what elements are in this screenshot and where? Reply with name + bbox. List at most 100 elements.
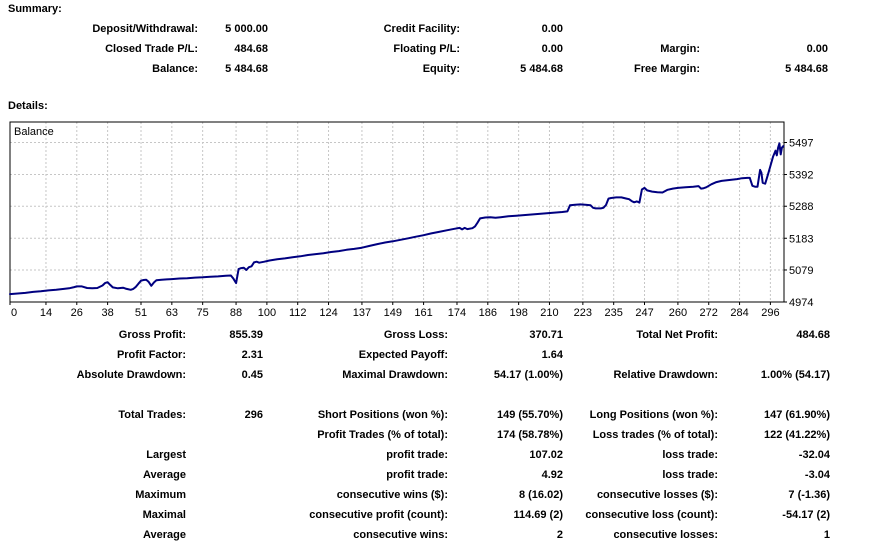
- y-tick-label: 5079: [789, 265, 813, 277]
- x-tick-label: 235: [605, 307, 623, 319]
- stat-value: [186, 465, 263, 485]
- stat-label: Gross Profit:: [118, 329, 186, 341]
- stat-value: 1.00% (54.17): [760, 369, 830, 381]
- stat-label: Deposit/Withdrawal:: [92, 23, 198, 35]
- x-tick-label: 88: [230, 307, 242, 319]
- x-tick-label: 112: [289, 307, 307, 319]
- stat-label: consecutive wins ($):: [336, 489, 448, 501]
- x-tick-label: 272: [700, 307, 718, 319]
- x-tick-label: 14: [40, 307, 52, 319]
- summary-heading: Summary:: [8, 3, 62, 15]
- stat-value: 114.69 (2): [513, 509, 563, 521]
- stat-label: Average: [142, 529, 186, 541]
- stat-label: Maximum: [135, 489, 186, 501]
- x-tick-label: 137: [353, 307, 371, 319]
- stat-label: Free Margin:: [633, 63, 700, 75]
- x-tick-label: 100: [258, 307, 276, 319]
- stat-label: Long Positions (won %):: [589, 409, 718, 421]
- stat-label: Largest: [146, 449, 186, 461]
- stat-value: 2.31: [241, 349, 263, 361]
- x-tick-label: 247: [635, 307, 653, 319]
- x-tick-label: 63: [166, 307, 178, 319]
- stat-label: Maximal: [142, 509, 186, 521]
- stat-value: [700, 19, 828, 39]
- stat-label: Closed Trade P/L:: [105, 43, 198, 55]
- stat-value: 54.17 (1.00%): [493, 369, 563, 381]
- results-table: Gross Profit: 855.39 Gross Loss: 370.71 Tota…: [0, 325, 830, 385]
- stat-label: profit trade:: [386, 449, 448, 461]
- stat-label: Maximal Drawdown:: [342, 369, 448, 381]
- stat-value: 174 (58.78%): [496, 429, 563, 441]
- stat-label: Total Net Profit:: [636, 329, 718, 341]
- stat-value: 149 (55.70%): [496, 409, 563, 421]
- stat-label: consecutive loss (count):: [585, 509, 718, 521]
- chart-border: [9, 121, 785, 303]
- stat-label: Gross Loss:: [383, 329, 448, 341]
- stat-value: 1.64: [541, 349, 563, 361]
- stat-value: 855.39: [229, 329, 263, 341]
- y-tick-label: 5288: [789, 201, 813, 213]
- stat-value: 0.45: [241, 369, 263, 381]
- stat-label: Margin:: [660, 43, 700, 55]
- stat-label: Equity:: [422, 63, 460, 75]
- stat-label: loss trade:: [662, 449, 718, 461]
- stat-label: [563, 19, 700, 39]
- stat-value: 147 (61.90%): [763, 409, 830, 421]
- stat-value: 122 (41.22%): [763, 429, 830, 441]
- x-tick-label: 149: [384, 307, 402, 319]
- x-tick-label: 223: [574, 307, 592, 319]
- stat-value: 8 (16.02): [518, 489, 563, 501]
- stat-value: 0.00: [541, 43, 563, 55]
- stat-label: Profit Trades (% of total):: [317, 429, 448, 441]
- stat-value: 0.00: [541, 23, 563, 35]
- x-tick-label: 75: [197, 307, 209, 319]
- stat-value: 296: [244, 409, 263, 421]
- stat-label: [563, 345, 718, 365]
- x-tick-label: 51: [135, 307, 147, 319]
- stat-label: Balance:: [152, 63, 198, 75]
- x-tick-label: 0: [11, 307, 17, 319]
- stat-value: 4.92: [541, 469, 563, 481]
- stat-value: [186, 485, 263, 505]
- stat-value: 5 484.68: [225, 63, 268, 75]
- stat-value: [186, 425, 263, 445]
- stat-value: 5 484.68: [520, 63, 563, 75]
- stat-label: loss trade:: [662, 469, 718, 481]
- y-tick-label: 5183: [789, 233, 813, 245]
- balance-line: [9, 142, 785, 296]
- stat-value: 370.71: [529, 329, 563, 341]
- stat-label: Total Trades:: [118, 409, 186, 421]
- stat-value: [186, 525, 263, 545]
- stat-label: Average: [142, 469, 186, 481]
- stat-value: [718, 345, 830, 365]
- stat-value: 107.02: [529, 449, 563, 461]
- y-tick-label: 5497: [789, 138, 813, 150]
- x-tick-label: 26: [71, 307, 83, 319]
- stat-label: profit trade:: [386, 469, 448, 481]
- stat-label: consecutive losses ($):: [596, 489, 718, 501]
- stat-value: [186, 505, 263, 525]
- x-tick-label: 161: [414, 307, 432, 319]
- x-tick-label: 284: [730, 307, 748, 319]
- x-tick-label: 198: [509, 307, 527, 319]
- stat-value: 7 (-1.36): [788, 489, 830, 501]
- stat-label: Relative Drawdown:: [613, 369, 718, 381]
- stat-value: 2: [556, 529, 563, 541]
- stat-value: [186, 445, 263, 465]
- x-tick-label: 38: [101, 307, 113, 319]
- x-tick-label: 186: [479, 307, 497, 319]
- stat-label: Loss trades (% of total):: [592, 429, 718, 441]
- x-tick-label: 210: [540, 307, 558, 319]
- stat-label: consecutive profit (count):: [309, 509, 448, 521]
- stat-label: Profit Factor:: [116, 349, 186, 361]
- stat-label: Short Positions (won %):: [317, 409, 448, 421]
- details-heading: Details:: [8, 100, 48, 112]
- balance-chart: 5497 5392 5288 5183 5079 4974 0 14 26 38 51 63 75 88 1…: [9, 121, 813, 319]
- stat-label: Credit Facility:: [383, 23, 460, 35]
- stat-value: 0.00: [806, 43, 828, 55]
- stat-value: 5 484.68: [785, 63, 828, 75]
- stat-value: -32.04: [798, 449, 830, 461]
- chart-legend-label: Balance: [14, 126, 54, 138]
- x-tick-label: 296: [761, 307, 779, 319]
